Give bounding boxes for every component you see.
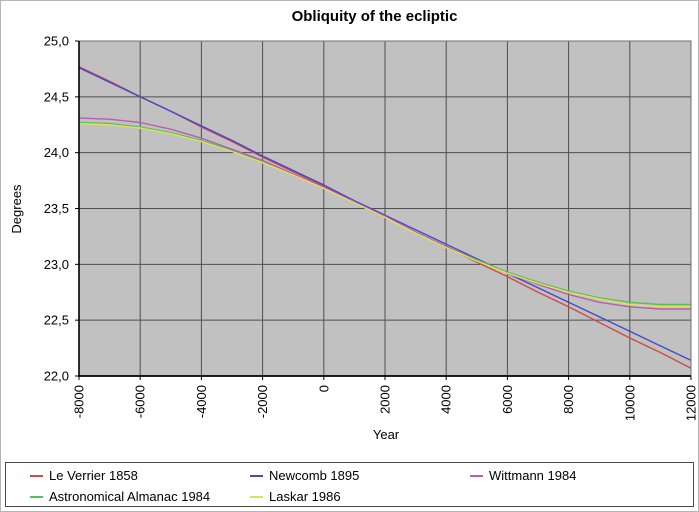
series-line-wittmann-1984 [78, 117, 691, 310]
y-tick-label: 22,0 [44, 369, 69, 384]
series-line-laskar-1986 [78, 122, 691, 308]
legend-label: Astronomical Almanac 1984 [49, 489, 211, 504]
y-tick-label: 24,5 [44, 89, 69, 104]
legend-item: Astronomical Almanac 1984 [30, 487, 210, 507]
x-tick-label: 8000 [561, 385, 576, 414]
x-tick-label: 10000 [622, 385, 637, 421]
x-tick-label: 6000 [500, 385, 515, 414]
x-tick-label: -4000 [194, 385, 209, 418]
legend-label: Wittmann 1984 [489, 468, 577, 483]
x-tick-label: -8000 [72, 385, 87, 418]
x-tick-label: -2000 [255, 385, 270, 418]
legend-marker [250, 495, 263, 498]
legend-item: Newcomb 1895 [250, 466, 359, 486]
legend-item: Le Verrier 1858 [30, 466, 138, 486]
y-tick-label: 22,5 [44, 313, 69, 328]
legend-marker [470, 474, 483, 477]
legend-label: Laskar 1986 [269, 489, 341, 504]
y-tick-label: 23,0 [44, 257, 69, 272]
x-axis-title: Year [372, 427, 400, 442]
y-tick-label: 25,0 [44, 34, 69, 49]
x-tick-label: 4000 [439, 385, 454, 414]
legend-item: Laskar 1986 [250, 487, 341, 507]
series-line-newcomb-1895 [78, 67, 692, 362]
x-tick-label: 0 [316, 385, 331, 392]
legend-label: Newcomb 1895 [269, 468, 360, 483]
legend: Le Verrier 1858 Newcomb 1895 Wittmann 1984… [5, 462, 694, 507]
chart-title: Obliquity of the ecliptic [291, 8, 458, 25]
y-tick-label: 24,0 [44, 145, 69, 160]
x-tick-label: 12000 [684, 385, 699, 421]
legend-marker [30, 495, 43, 498]
legend-item: Wittmann 1984 [470, 466, 576, 486]
y-tick-label: 23,5 [44, 201, 69, 216]
legend-label: Le Verrier 1858 [49, 468, 138, 483]
legend-marker [30, 474, 43, 477]
x-tick-label: 2000 [378, 385, 393, 414]
x-tick-label: -6000 [133, 385, 148, 418]
legend-marker [250, 474, 263, 477]
